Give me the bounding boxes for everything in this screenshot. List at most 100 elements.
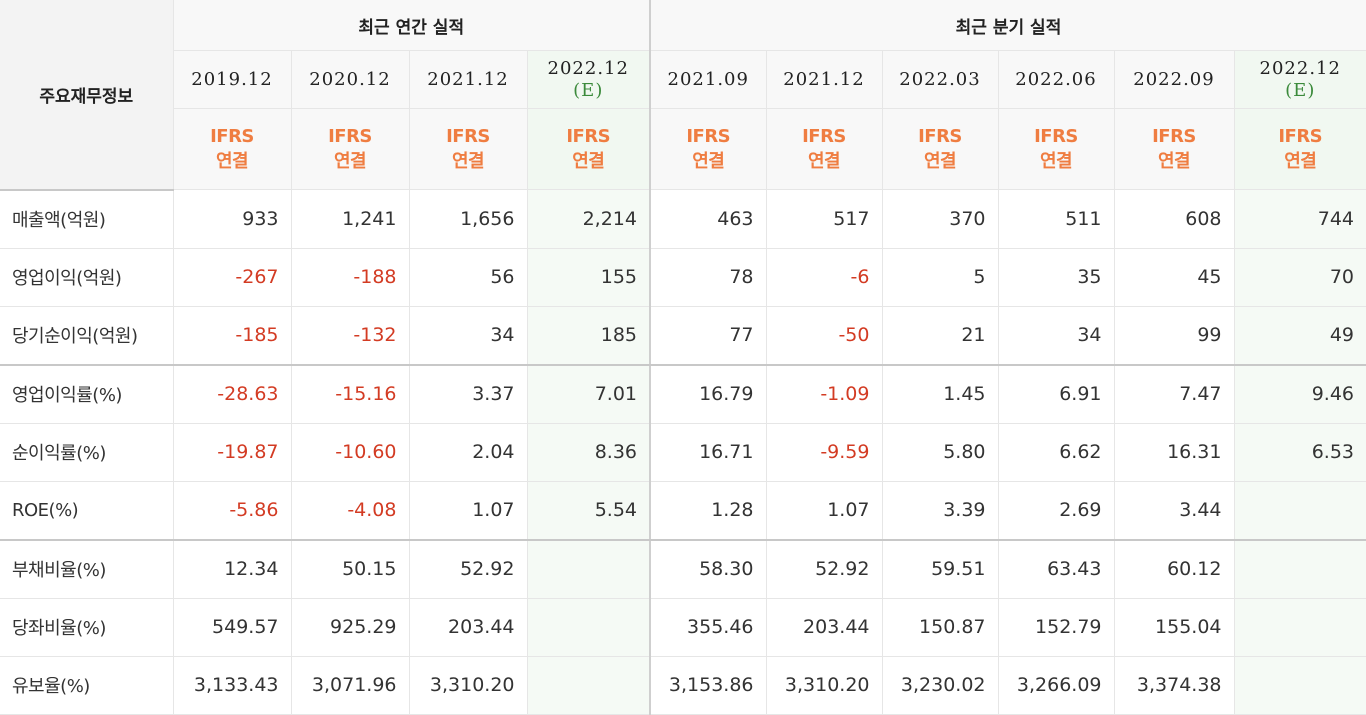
value-cell: -19.87: [173, 423, 291, 481]
value-cell: 3,266.09: [998, 656, 1114, 714]
value-cell: 925.29: [291, 598, 409, 656]
value-cell: 3,374.38: [1114, 656, 1234, 714]
value-cell: 185: [527, 306, 650, 365]
value-cell: -28.63: [173, 365, 291, 424]
value-cell: 50.15: [291, 540, 409, 599]
value-cell: 16.31: [1114, 423, 1234, 481]
value-cell: 6.91: [998, 365, 1114, 424]
value-cell: -4.08: [291, 481, 409, 540]
period-date: 2022.12: [1235, 58, 1366, 80]
consolidation-basis: 연결: [528, 149, 650, 174]
estimate-mark: (E): [1235, 80, 1366, 102]
period-date: 2022.09: [1115, 69, 1234, 91]
value-cell: 1.07: [766, 481, 882, 540]
value-cell: 355.46: [650, 598, 766, 656]
row-label: 부채비율(%): [0, 540, 173, 599]
value-cell: -5.86: [173, 481, 291, 540]
value-cell: 52.92: [409, 540, 527, 599]
value-cell: 3,071.96: [291, 656, 409, 714]
row-label-header: 주요재무정보: [0, 0, 173, 190]
value-cell: 517: [766, 190, 882, 249]
value-cell: 5.80: [882, 423, 998, 481]
period-header: 2021.12: [766, 51, 882, 109]
consolidation-basis: 연결: [999, 149, 1114, 174]
value-cell: [1234, 481, 1366, 540]
value-cell: 3.44: [1114, 481, 1234, 540]
consolidation-basis: 연결: [651, 149, 766, 174]
period-header: 2022.06: [998, 51, 1114, 109]
accounting-standard: IFRS: [528, 124, 650, 149]
value-cell: -50: [766, 306, 882, 365]
period-date: 2021.09: [651, 69, 766, 91]
value-cell: 35: [998, 248, 1114, 306]
value-cell: 3.39: [882, 481, 998, 540]
period-header: 2022.12(E): [527, 51, 650, 109]
value-cell: 78: [650, 248, 766, 306]
accounting-standard: IFRS: [174, 124, 291, 149]
period-date: 2021.12: [410, 69, 527, 91]
value-cell: 1.07: [409, 481, 527, 540]
period-header: 2019.12: [173, 51, 291, 109]
value-cell: 3.37: [409, 365, 527, 424]
accounting-standard: IFRS: [292, 124, 409, 149]
value-cell: 1.28: [650, 481, 766, 540]
value-cell: 45: [1114, 248, 1234, 306]
value-cell: 3,153.86: [650, 656, 766, 714]
value-cell: 34: [409, 306, 527, 365]
consolidation-basis: 연결: [767, 149, 882, 174]
value-cell: [1234, 598, 1366, 656]
value-cell: 3,310.20: [409, 656, 527, 714]
value-cell: 6.53: [1234, 423, 1366, 481]
row-label: 매출액(억원): [0, 190, 173, 249]
period-date: 2022.06: [999, 69, 1114, 91]
period-date: 2022.03: [883, 69, 998, 91]
header-group-row: 주요재무정보 최근 연간 실적 최근 분기 실적: [0, 0, 1366, 51]
accounting-standard: IFRS: [999, 124, 1114, 149]
value-cell: -188: [291, 248, 409, 306]
value-cell: 16.79: [650, 365, 766, 424]
value-cell: -1.09: [766, 365, 882, 424]
estimate-mark: (E): [528, 80, 650, 102]
value-cell: 152.79: [998, 598, 1114, 656]
value-cell: 12.34: [173, 540, 291, 599]
value-cell: 463: [650, 190, 766, 249]
period-header: 2021.09: [650, 51, 766, 109]
value-cell: -15.16: [291, 365, 409, 424]
value-cell: 1,241: [291, 190, 409, 249]
value-cell: 60.12: [1114, 540, 1234, 599]
value-cell: -10.60: [291, 423, 409, 481]
value-cell: -267: [173, 248, 291, 306]
value-cell: 3,230.02: [882, 656, 998, 714]
row-label: 당기순이익(억원): [0, 306, 173, 365]
value-cell: -6: [766, 248, 882, 306]
row-label: 유보율(%): [0, 656, 173, 714]
consolidation-basis: 연결: [1235, 149, 1366, 174]
consolidation-basis: 연결: [1115, 149, 1234, 174]
value-cell: 203.44: [766, 598, 882, 656]
value-cell: 3,310.20: [766, 656, 882, 714]
value-cell: -9.59: [766, 423, 882, 481]
value-cell: 370: [882, 190, 998, 249]
period-date: 2022.12: [528, 58, 650, 80]
value-cell: 203.44: [409, 598, 527, 656]
value-cell: 6.62: [998, 423, 1114, 481]
value-cell: -185: [173, 306, 291, 365]
value-cell: -132: [291, 306, 409, 365]
period-date: 2021.12: [767, 69, 882, 91]
period-date: 2019.12: [174, 69, 291, 91]
row-label: 영업이익(억원): [0, 248, 173, 306]
